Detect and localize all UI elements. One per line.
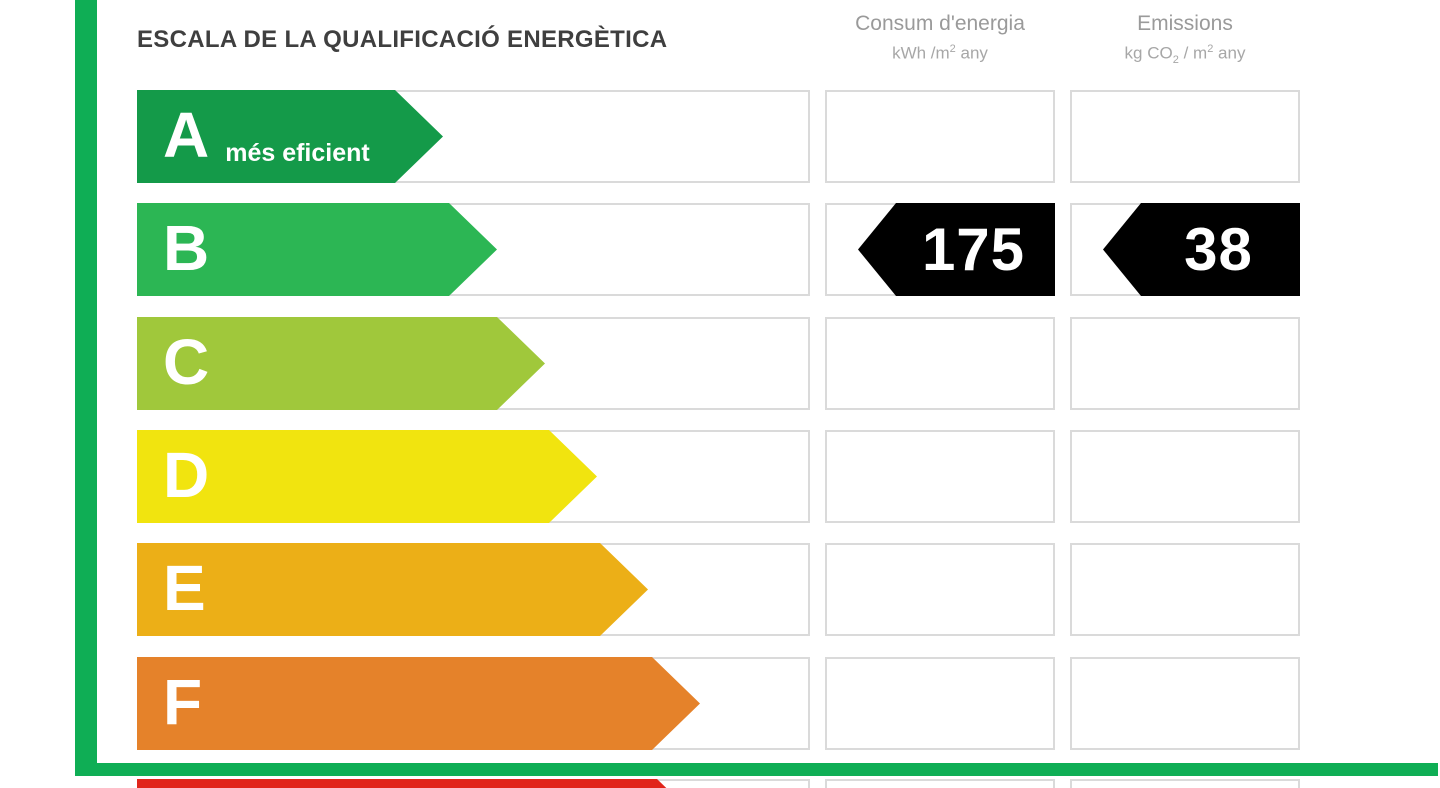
rating-letter: B bbox=[163, 211, 210, 284]
rating-arrow-c: C bbox=[137, 317, 545, 410]
emissions-cell bbox=[1070, 543, 1300, 636]
rating-row-g: G bbox=[137, 779, 1440, 788]
emissions-cell bbox=[1070, 317, 1300, 410]
consum-cell bbox=[825, 90, 1055, 183]
rating-letter: F bbox=[163, 665, 203, 738]
consum-cell bbox=[825, 430, 1055, 523]
rating-letter: C bbox=[163, 325, 210, 398]
rating-letter: A bbox=[163, 98, 210, 171]
consum-header-unit: kWh /m2 any bbox=[825, 43, 1055, 64]
rating-row-c: C bbox=[137, 317, 1440, 410]
consum-unit-pre: kWh /m bbox=[892, 43, 950, 63]
rating-arrow-a: A més eficient bbox=[137, 90, 443, 183]
emissions-cell bbox=[1070, 90, 1300, 183]
emissions-column-header: Emissions kg CO2 / m2 any bbox=[1070, 12, 1300, 66]
emissions-unit-post: any bbox=[1213, 43, 1246, 63]
green-frame-left-bar bbox=[75, 0, 97, 776]
green-frame-bottom-bar bbox=[75, 763, 1438, 776]
emissions-value: 38 bbox=[1184, 215, 1253, 283]
emissions-unit-pre: kg CO bbox=[1124, 43, 1173, 63]
consum-cell bbox=[825, 543, 1055, 636]
rating-row-e: E bbox=[137, 543, 1440, 636]
consum-cell bbox=[825, 779, 1055, 788]
rating-arrow-b: B bbox=[137, 203, 497, 296]
emissions-unit-sub: 2 bbox=[1172, 54, 1179, 67]
rating-row-b: B 175 38 bbox=[137, 203, 1440, 296]
consum-header-title: Consum d'energia bbox=[855, 12, 1025, 35]
consum-column-header: Consum d'energia kWh /m2 any bbox=[825, 12, 1055, 64]
emissions-unit-mid: / m bbox=[1178, 43, 1208, 63]
rating-letter: D bbox=[163, 438, 210, 511]
consum-value: 175 bbox=[921, 215, 1026, 283]
rating-arrow-g: G bbox=[137, 779, 705, 788]
rating-row-f: F bbox=[137, 657, 1440, 750]
rating-arrow-f: F bbox=[137, 657, 700, 750]
emissions-header-unit: kg CO2 / m2 any bbox=[1070, 43, 1300, 66]
emissions-cell bbox=[1070, 430, 1300, 523]
emissions-header-title: Emissions bbox=[1137, 12, 1233, 35]
emissions-unit-sup: 2 bbox=[1207, 43, 1214, 55]
rating-arrow-d: D bbox=[137, 430, 597, 523]
consum-unit-sup: 2 bbox=[949, 43, 956, 55]
rating-row-d: D bbox=[137, 430, 1440, 523]
rating-row-a: A més eficient bbox=[137, 90, 1440, 183]
emissions-value-tag: 38 bbox=[1103, 203, 1300, 296]
consum-cell bbox=[825, 317, 1055, 410]
consum-cell bbox=[825, 657, 1055, 750]
emissions-cell bbox=[1070, 779, 1300, 788]
rating-arrow-e: E bbox=[137, 543, 648, 636]
consum-unit-post: any bbox=[955, 43, 988, 63]
rating-letter: E bbox=[163, 551, 206, 624]
emissions-cell bbox=[1070, 657, 1300, 750]
page-title: ESCALA DE LA QUALIFICACIÓ ENERGÈTICA bbox=[137, 26, 668, 53]
rating-suffix: més eficient bbox=[225, 139, 370, 167]
consum-value-tag: 175 bbox=[858, 203, 1055, 296]
